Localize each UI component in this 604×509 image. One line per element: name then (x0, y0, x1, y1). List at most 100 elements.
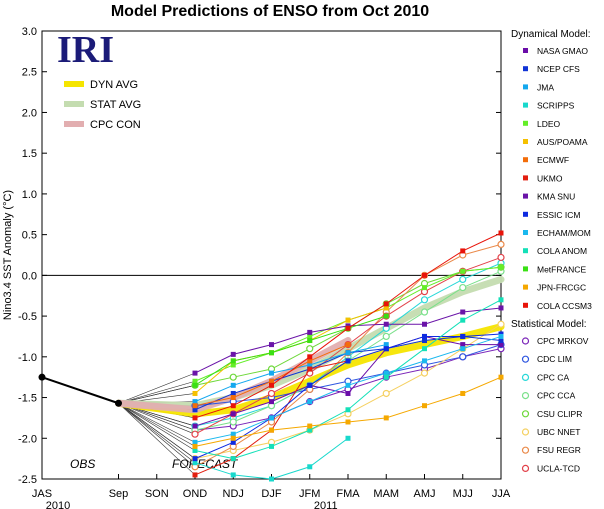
y-tick-label: 3.0 (22, 26, 37, 38)
data-point (307, 362, 313, 368)
y-tick-label: 2.0 (22, 107, 37, 119)
data-point (383, 374, 389, 380)
legend-dyn-label: SCRIPPS (537, 101, 575, 111)
legend-dyn-marker (523, 157, 528, 163)
data-point (383, 370, 389, 376)
data-point (230, 362, 236, 368)
year-label: 2011 (314, 500, 338, 509)
legend-dyn-marker (523, 175, 528, 181)
data-point (422, 321, 427, 327)
y-tick-label: -0.5 (18, 311, 37, 323)
data-point (307, 329, 313, 335)
data-point (192, 407, 198, 413)
data-point (230, 358, 236, 364)
data-point (460, 309, 466, 315)
series-cola-anom (192, 297, 504, 462)
data-point (383, 301, 389, 307)
series-jpn-frcgc (192, 374, 504, 449)
x-tick-label: MAM (373, 488, 399, 500)
legend-dyn-label: ECMWF (537, 155, 569, 165)
data-point (269, 382, 274, 388)
legend-dyn-marker (523, 139, 528, 144)
data-point (230, 456, 236, 462)
legend-dyn-label: NCEP CFS (537, 64, 580, 74)
data-point (345, 358, 351, 364)
data-point (307, 382, 313, 388)
data-point (460, 390, 466, 396)
legend-dyn-marker (523, 266, 528, 272)
legend-dyn-label: NASA GMAO (537, 46, 588, 56)
data-point (192, 382, 198, 388)
legend-stat-label: CPC MRKOV (537, 336, 589, 346)
data-point (307, 354, 313, 360)
data-point (498, 305, 504, 311)
legend-stat-marker (521, 428, 530, 436)
data-point (498, 374, 504, 380)
data-point (192, 443, 198, 449)
y-tick-label: -2.5 (18, 474, 37, 486)
data-point (498, 342, 504, 348)
data-point (383, 321, 389, 327)
data-point (230, 439, 236, 445)
data-point (269, 415, 274, 421)
data-point (230, 435, 236, 441)
data-point (192, 447, 198, 453)
series-line (194, 344, 387, 403)
obs-annotation: OBS (70, 457, 95, 471)
x-tick-label: Sep (109, 488, 129, 500)
series-ecmwf (192, 342, 351, 409)
x-tick-label: DJF (261, 488, 281, 500)
legend-stat-marker (521, 337, 530, 345)
legend-stat-marker (521, 464, 530, 472)
legend-dyn-label: COLA CCSM3 (537, 301, 592, 311)
data-point (422, 285, 427, 291)
legend-dyn-label: JMA (537, 82, 554, 92)
legend-avg-label: DYN AVG (90, 79, 138, 91)
data-point (422, 403, 427, 409)
y-tick-label: 0.0 (22, 270, 37, 282)
data-point (230, 395, 236, 401)
data-point (345, 325, 351, 331)
series-scripps (192, 435, 351, 482)
data-point (307, 366, 313, 372)
data-point (422, 346, 427, 352)
data-point (307, 423, 313, 429)
legend-dyn-marker (523, 48, 528, 53)
y-tick-label: -1.0 (18, 352, 37, 364)
data-point (192, 378, 198, 384)
data-point (269, 350, 274, 356)
legend-stat-label: CDC LIM (537, 354, 572, 364)
data-point (422, 272, 427, 278)
data-point (230, 351, 236, 357)
data-point (269, 443, 274, 449)
data-point (422, 333, 427, 339)
legend-dyn-marker (523, 193, 528, 199)
data-point (307, 358, 313, 364)
data-point (192, 370, 198, 376)
data-point (345, 390, 351, 396)
data-point (498, 230, 504, 236)
legend-stat-label: UCLA-TCD (537, 463, 580, 473)
x-tick-label: JAS (32, 488, 52, 500)
data-point (498, 297, 504, 303)
legend-dyn-label: UKMO (537, 173, 563, 183)
forecast-annotation: FORECAST (172, 457, 239, 471)
x-tick-label: SON (145, 488, 169, 500)
data-point (459, 275, 467, 284)
data-point (420, 308, 429, 316)
y-tick-label: 1.0 (22, 189, 37, 201)
x-tick-label: JFM (299, 488, 320, 500)
obs-connector (118, 372, 196, 404)
data-point (345, 382, 351, 388)
x-tick-label: AMJ (414, 488, 436, 500)
y-tick-label: 0.5 (22, 230, 37, 242)
legend-dyn-marker (523, 230, 528, 235)
data-point (382, 389, 390, 398)
data-point (192, 415, 198, 421)
y-tick-label: 2.5 (22, 67, 37, 79)
data-point (192, 439, 198, 445)
observed-point (115, 399, 122, 407)
data-point (307, 338, 313, 344)
legend-stat-marker (521, 446, 530, 454)
data-point (383, 342, 389, 348)
